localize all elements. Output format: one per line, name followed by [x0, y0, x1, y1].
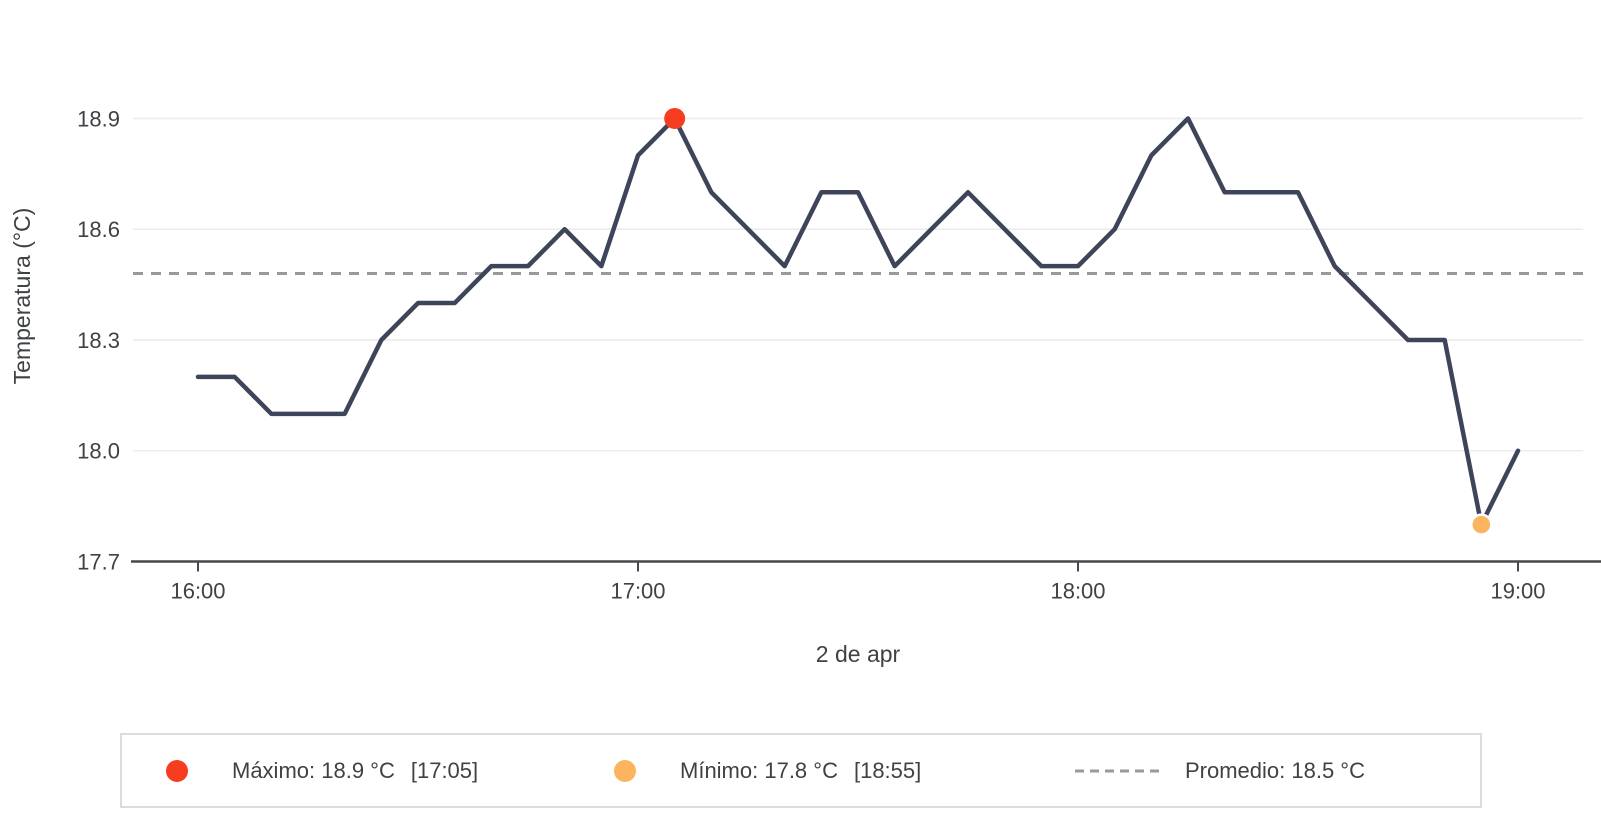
y-tick-label: 18.3 — [77, 328, 120, 353]
legend-max-label: Máximo: 18.9 °C [17:05] — [232, 758, 478, 784]
chart-legend: Máximo: 18.9 °C [17:05] Mínimo: 17.8 °C [1… — [120, 733, 1482, 808]
legend-min-label: Mínimo: 17.8 °C [18:55] — [680, 758, 921, 784]
min-point-marker — [1470, 513, 1493, 536]
axis-layer — [131, 560, 1601, 572]
x-axis-title: 2 de apr — [816, 641, 901, 667]
legend-item-max: Máximo: 18.9 °C [17:05] — [166, 735, 478, 806]
gridlines — [133, 117, 1583, 452]
average-dash-icon — [1075, 769, 1159, 772]
temperature-series-layer — [195, 107, 1521, 536]
x-tick-label: 17:00 — [610, 579, 665, 604]
y-tick-label: 17.7 — [77, 550, 120, 575]
legend-min-text: Mínimo: 17.8 °C — [680, 757, 838, 783]
min-marker-icon — [614, 759, 636, 782]
legend-avg-text: Promedio: 18.5 °C — [1185, 757, 1365, 783]
chart-plot-area: 16:00 17:00 18:00 19:00 17.7 18.0 18.3 18.6 18.9… — [9, 106, 1601, 667]
x-tick-label: 18:00 — [1050, 579, 1105, 604]
y-tick-label: 18.6 — [77, 217, 120, 242]
temperature-line — [195, 116, 1521, 527]
legend-max-time: [17:05] — [410, 757, 479, 783]
max-point-marker — [664, 107, 686, 129]
y-axis-title: Temperatura (°C) — [9, 208, 35, 385]
y-tick-label: 18.0 — [77, 439, 120, 464]
legend-avg-label: Promedio: 18.5 °C — [1185, 758, 1365, 784]
y-tick-label: 18.9 — [77, 106, 120, 131]
legend-min-time: [18:55] — [853, 757, 922, 783]
x-tick-label: 19:00 — [1490, 579, 1545, 604]
legend-max-text: Máximo: 18.9 °C — [232, 757, 395, 783]
axis-tick-labels: 16:00 17:00 18:00 19:00 17.7 18.0 18.3 18.6 18.9 — [77, 106, 1545, 603]
x-tick-label: 16:00 — [170, 579, 225, 604]
legend-item-min: Mínimo: 17.8 °C [18:55] — [614, 735, 921, 806]
max-marker-icon — [166, 759, 188, 782]
legend-item-avg: Promedio: 18.5 °C — [1075, 735, 1365, 806]
